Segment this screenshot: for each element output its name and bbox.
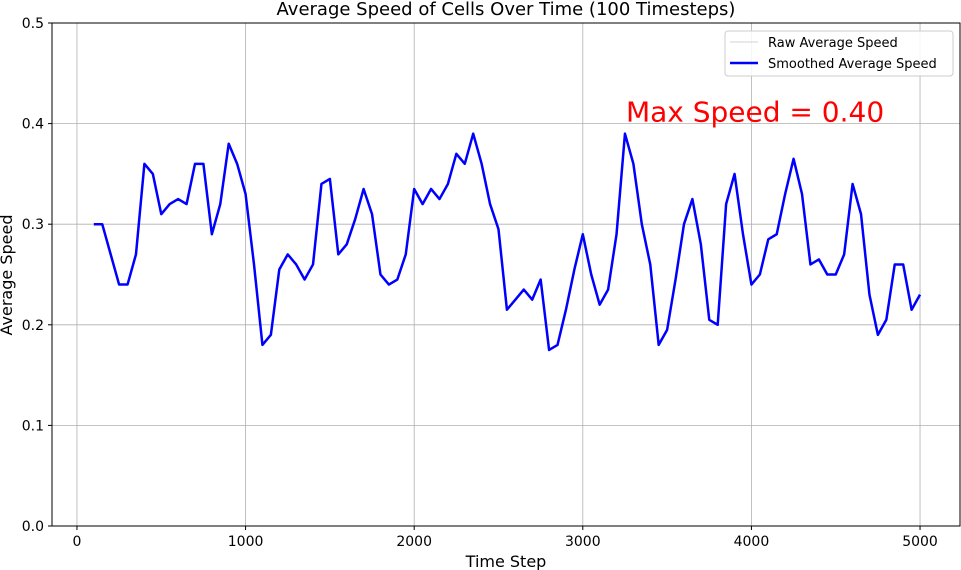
y-tick-label: 0.3: [22, 217, 44, 233]
legend-label: Raw Average Speed: [768, 36, 898, 51]
annotation: Max Speed = 0.40: [626, 96, 884, 129]
y-tick-label: 0.4: [22, 117, 44, 133]
line-series: [93, 132, 922, 352]
x-tick-label: 2000: [396, 534, 432, 550]
legend-label: Smoothed Average Speed: [768, 57, 937, 72]
x-tick-label: 0: [72, 534, 81, 550]
y-tick-label: 0.5: [22, 16, 44, 32]
legend-box: [724, 30, 954, 77]
x-tick-label: 4000: [734, 534, 770, 550]
y-tick-label: 0.1: [22, 418, 44, 434]
x-tick-label: 5000: [902, 534, 938, 550]
y-tick-label: 0.2: [22, 318, 44, 334]
x-tick-label: 3000: [565, 534, 601, 550]
plot-frame: [51, 22, 961, 527]
y-axis-label: Average Speed: [0, 215, 16, 336]
y-tick-label: 0.0: [22, 519, 44, 535]
chart-title: Average Speed of Cells Over Time (100 Ti…: [277, 0, 736, 20]
x-axis-label: Time Step: [465, 552, 547, 570]
x-tick-label: 1000: [228, 534, 264, 550]
